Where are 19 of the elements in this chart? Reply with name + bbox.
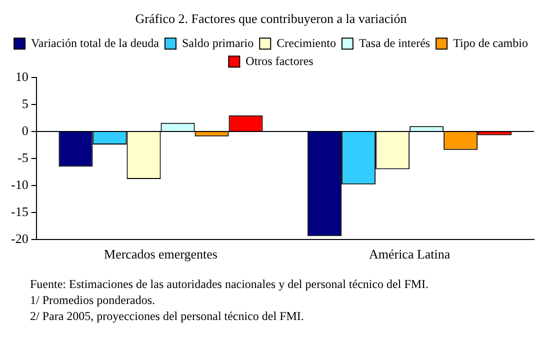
legend-label: Otros factores <box>246 54 314 68</box>
legend-label: Tipo de cambio <box>453 36 528 50</box>
text: 1/ Promedios ponderados. <box>30 292 156 308</box>
x-tick-label: América Latina <box>368 246 450 262</box>
legend-label: Tasa de interés <box>358 36 430 50</box>
legend-label: Saldo primario <box>182 36 254 50</box>
y-tick-label: 0 <box>22 122 28 138</box>
y-tick-label: -20 <box>10 230 28 246</box>
legend-label: Variación total de la deuda <box>31 36 160 50</box>
y-tick-label: -15 <box>10 204 28 219</box>
y-tick-label: 5 <box>22 96 28 111</box>
y-tick-label: -5 <box>17 150 28 165</box>
source-note: Fuente: Estimaciones de las autoridades nacionales y del personal técnico del FMI. <box>30 276 430 292</box>
y-tick-label: -10 <box>10 176 28 192</box>
legend-label: Crecimiento <box>276 36 336 50</box>
x-tick-label: Mercados emergentes <box>104 246 218 262</box>
y-tick-label: 10 <box>15 69 28 84</box>
text: 2/ Para 2005, proyecciones del personal técnico del FMI. <box>30 308 305 324</box>
chart-title: Gráfico 2. Factores que contribuyeron a la variación <box>135 11 408 26</box>
